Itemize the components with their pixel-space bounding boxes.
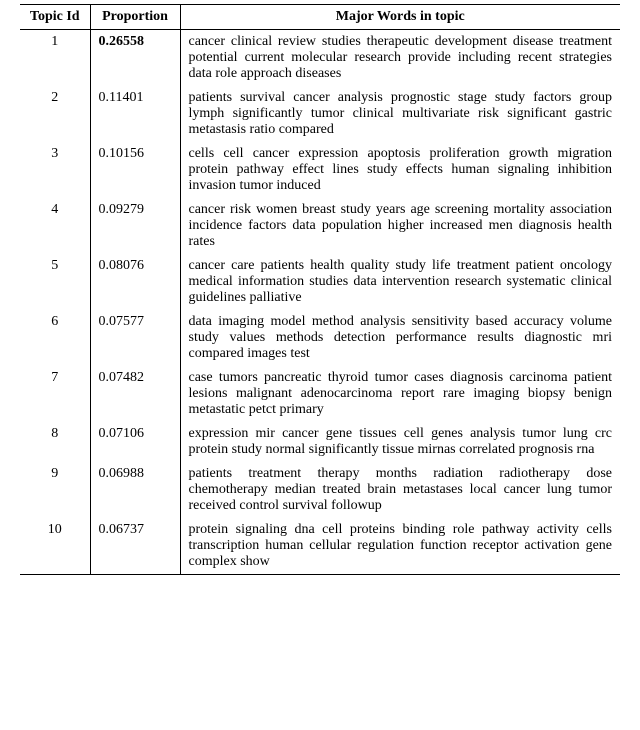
cell-proportion: 0.07106 <box>90 422 180 462</box>
table-row: 90.06988patients treatment therapy month… <box>20 462 620 518</box>
cell-proportion: 0.07577 <box>90 310 180 366</box>
table-row: 40.09279cancer risk women breast study y… <box>20 198 620 254</box>
table-row: 70.07482case tumors pancreatic thyroid t… <box>20 366 620 422</box>
cell-words: protein signaling dna cell proteins bind… <box>180 518 620 575</box>
cell-topic-id: 4 <box>20 198 90 254</box>
cell-proportion: 0.10156 <box>90 142 180 198</box>
table-row: 30.10156cells cell cancer expression apo… <box>20 142 620 198</box>
cell-words: case tumors pancreatic thyroid tumor cas… <box>180 366 620 422</box>
header-row: Topic Id Proportion Major Words in topic <box>20 5 620 30</box>
table-row: 60.07577data imaging model method analys… <box>20 310 620 366</box>
topics-table: Topic Id Proportion Major Words in topic… <box>20 4 620 575</box>
cell-words: expression mir cancer gene tissues cell … <box>180 422 620 462</box>
cell-topic-id: 5 <box>20 254 90 310</box>
cell-topic-id: 9 <box>20 462 90 518</box>
cell-proportion: 0.06737 <box>90 518 180 575</box>
table-body: 10.26558cancer clinical review studies t… <box>20 30 620 575</box>
cell-words: data imaging model method analysis sensi… <box>180 310 620 366</box>
table-row: 20.11401patients survival cancer analysi… <box>20 86 620 142</box>
col-header-id: Topic Id <box>20 5 90 30</box>
cell-proportion: 0.11401 <box>90 86 180 142</box>
cell-proportion: 0.09279 <box>90 198 180 254</box>
cell-topic-id: 10 <box>20 518 90 575</box>
table-row: 100.06737protein signaling dna cell prot… <box>20 518 620 575</box>
cell-topic-id: 8 <box>20 422 90 462</box>
cell-words: cancer care patients health quality stud… <box>180 254 620 310</box>
cell-proportion: 0.08076 <box>90 254 180 310</box>
cell-proportion: 0.26558 <box>90 30 180 87</box>
cell-topic-id: 7 <box>20 366 90 422</box>
cell-topic-id: 6 <box>20 310 90 366</box>
cell-words: cancer clinical review studies therapeut… <box>180 30 620 87</box>
col-header-proportion: Proportion <box>90 5 180 30</box>
table-row: 50.08076cancer care patients health qual… <box>20 254 620 310</box>
cell-words: cancer risk women breast study years age… <box>180 198 620 254</box>
cell-topic-id: 3 <box>20 142 90 198</box>
table-row: 80.07106expression mir cancer gene tissu… <box>20 422 620 462</box>
table-row: 10.26558cancer clinical review studies t… <box>20 30 620 87</box>
cell-topic-id: 2 <box>20 86 90 142</box>
cell-topic-id: 1 <box>20 30 90 87</box>
col-header-words: Major Words in topic <box>180 5 620 30</box>
cell-proportion: 0.07482 <box>90 366 180 422</box>
cell-words: patients survival cancer analysis progno… <box>180 86 620 142</box>
cell-words: patients treatment therapy months radiat… <box>180 462 620 518</box>
topics-table-container: Topic Id Proportion Major Words in topic… <box>0 0 640 595</box>
cell-words: cells cell cancer expression apoptosis p… <box>180 142 620 198</box>
cell-proportion: 0.06988 <box>90 462 180 518</box>
